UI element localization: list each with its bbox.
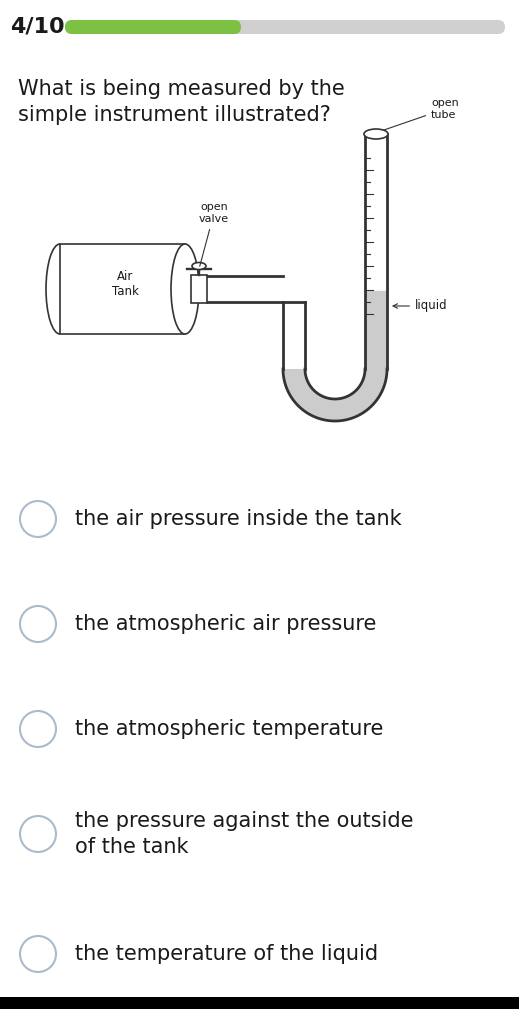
Circle shape xyxy=(20,936,56,972)
Text: Air
Tank: Air Tank xyxy=(112,270,139,298)
Bar xyxy=(0,997,519,1009)
Circle shape xyxy=(20,711,56,747)
Polygon shape xyxy=(283,369,387,421)
FancyBboxPatch shape xyxy=(65,20,505,34)
Polygon shape xyxy=(283,369,387,421)
Text: the air pressure inside the tank: the air pressure inside the tank xyxy=(75,509,402,529)
Text: What is being measured by the
simple instrument illustrated?: What is being measured by the simple ins… xyxy=(18,79,345,125)
Circle shape xyxy=(20,501,56,537)
Text: liquid: liquid xyxy=(393,300,447,313)
Text: the temperature of the liquid: the temperature of the liquid xyxy=(75,944,378,964)
Text: the atmospheric temperature: the atmospheric temperature xyxy=(75,719,384,739)
Circle shape xyxy=(20,606,56,642)
Bar xyxy=(60,244,185,334)
Text: the pressure against the outside
of the tank: the pressure against the outside of the … xyxy=(75,811,414,858)
Bar xyxy=(191,275,207,303)
Ellipse shape xyxy=(192,262,206,269)
Text: open
valve: open valve xyxy=(199,203,229,266)
Circle shape xyxy=(20,816,56,852)
FancyBboxPatch shape xyxy=(65,20,241,34)
Text: 4/10: 4/10 xyxy=(10,17,65,37)
Ellipse shape xyxy=(364,129,388,139)
Text: the atmospheric air pressure: the atmospheric air pressure xyxy=(75,614,376,634)
Text: open
tube: open tube xyxy=(384,98,459,130)
Ellipse shape xyxy=(171,244,199,334)
